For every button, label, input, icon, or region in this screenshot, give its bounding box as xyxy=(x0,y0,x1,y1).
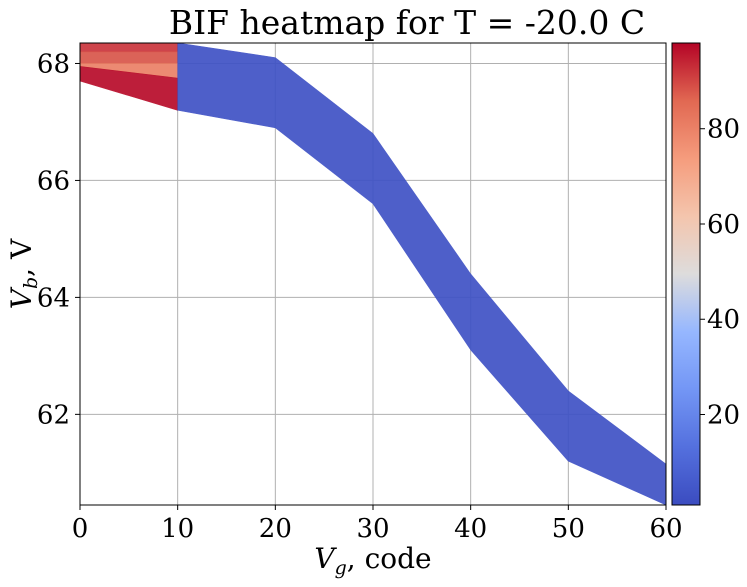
colorbar-tick-label: 20 xyxy=(707,401,740,431)
colorbar-tick-label: 60 xyxy=(707,210,740,240)
colorbar-frame xyxy=(671,42,701,506)
y-tick-label: 66 xyxy=(37,166,70,196)
y-axis-label-sub: b xyxy=(20,277,42,289)
y-axis-ticks: 62 64 66 68 xyxy=(37,49,80,430)
y-axis-label-main: V xyxy=(5,286,38,309)
heatmap-cell-4 xyxy=(177,43,666,505)
chart-title: BIF heatmap for T = -20.0 C xyxy=(169,3,645,42)
x-axis-label-main: V xyxy=(314,542,337,575)
heatmap-cell-0 xyxy=(80,43,178,53)
y-axis-label-suffix: , V xyxy=(5,238,38,277)
y-tick-label: 68 xyxy=(37,49,70,79)
y-tick-label: 64 xyxy=(37,283,70,313)
x-axis-ticks: 0 10 20 30 40 50 60 xyxy=(72,505,683,544)
x-axis-label-sub: g xyxy=(335,557,347,579)
heatmap-cells xyxy=(80,43,666,505)
x-tick-label: 10 xyxy=(161,514,194,544)
y-tick-label: 62 xyxy=(37,400,70,430)
x-tick-label: 60 xyxy=(649,514,682,544)
colorbar-ticks: 20 40 60 80 xyxy=(700,115,740,431)
x-tick-label: 40 xyxy=(454,514,487,544)
x-tick-label: 0 xyxy=(72,514,89,544)
colorbar xyxy=(672,43,700,505)
y-axis-label: Vb, V xyxy=(5,238,42,309)
x-axis-label-suffix: , code xyxy=(347,542,432,575)
colorbar-tick-label: 40 xyxy=(707,305,740,335)
x-tick-label: 50 xyxy=(552,514,585,544)
colorbar-tick-label: 80 xyxy=(707,115,740,145)
x-tick-label: 30 xyxy=(356,514,389,544)
heatmap-cell-1 xyxy=(80,51,178,64)
x-axis-label: Vg, code xyxy=(314,542,431,579)
x-tick-label: 20 xyxy=(259,514,292,544)
